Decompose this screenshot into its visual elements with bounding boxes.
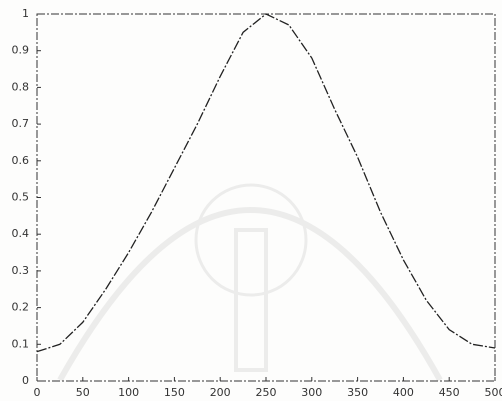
x-tick-label: 200 — [210, 386, 231, 399]
x-tick-label: 300 — [301, 386, 322, 399]
x-tick-label: 250 — [256, 386, 277, 399]
y-tick-label: 0.9 — [12, 44, 30, 57]
y-tick-label: 0.3 — [12, 264, 30, 277]
y-tick-label: 0.5 — [12, 191, 30, 204]
y-tick-label: 0.7 — [12, 117, 30, 130]
y-tick-label: 0.2 — [12, 301, 30, 314]
watermark — [57, 183, 443, 382]
x-tick-label: 0 — [34, 386, 41, 399]
y-tick-label: 0.4 — [12, 227, 30, 240]
x-tick-label: 450 — [439, 386, 460, 399]
x-tick-label: 350 — [347, 386, 368, 399]
x-tick-label: 100 — [118, 386, 139, 399]
y-tick-label: 0 — [22, 374, 29, 387]
x-tick-label: 150 — [164, 386, 185, 399]
y-tick-label: 0.1 — [12, 337, 30, 350]
x-tick-label: 500 — [485, 386, 502, 399]
y-tick-label: 0.8 — [12, 80, 30, 93]
x-tick-label: 400 — [393, 386, 414, 399]
y-tick-label: 1 — [22, 7, 29, 20]
y-tick-label: 0.6 — [12, 154, 30, 167]
x-tick-label: 50 — [76, 386, 90, 399]
line-series — [36, 13, 496, 353]
